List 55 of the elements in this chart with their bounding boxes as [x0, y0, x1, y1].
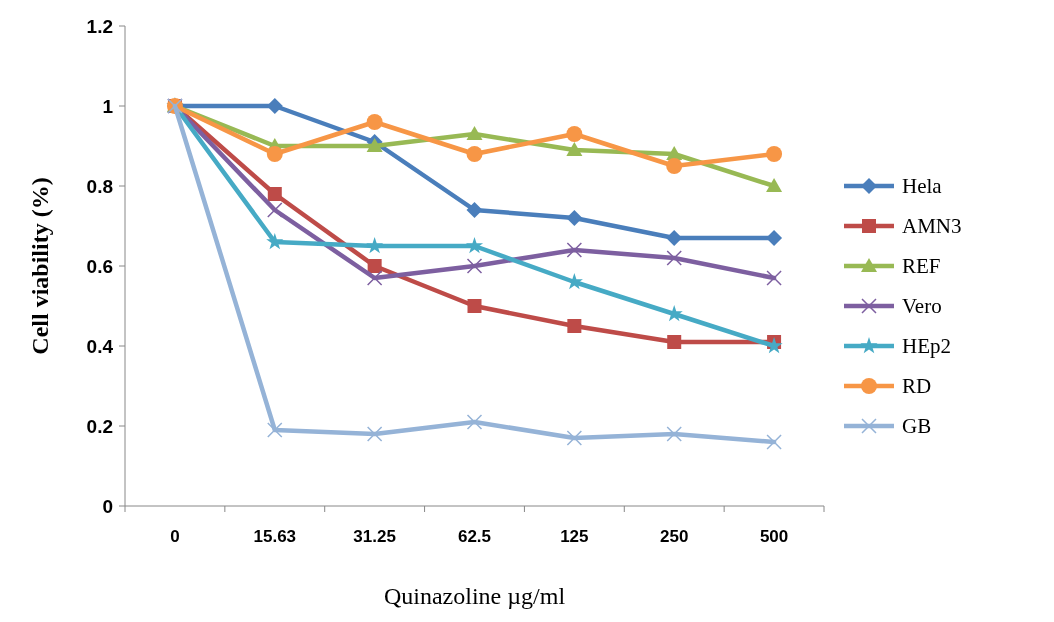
- y-tick-label: 1: [102, 95, 114, 117]
- point: [366, 114, 383, 130]
- point: [467, 299, 482, 313]
- point: [566, 142, 583, 156]
- legend-label: REF: [902, 254, 941, 279]
- y-tick-label: 0.2: [86, 415, 113, 437]
- point: [366, 138, 383, 152]
- point: [666, 158, 683, 174]
- point: [366, 237, 384, 254]
- point: [566, 126, 583, 142]
- legend-label: AMN3: [902, 214, 962, 239]
- point: [366, 270, 383, 286]
- point: [466, 146, 483, 162]
- legend-label: GB: [902, 414, 932, 439]
- y-axis-title: Cell viability (%): [27, 177, 53, 355]
- x-tick-label: 0: [170, 527, 180, 546]
- legend-label: Vero: [902, 294, 942, 319]
- point: [566, 210, 583, 226]
- point: [367, 259, 382, 273]
- point: [266, 146, 283, 162]
- point: [566, 242, 583, 258]
- point: [766, 230, 783, 246]
- point: [766, 178, 783, 192]
- x-tick-label: 31.25: [353, 527, 396, 546]
- y-tick-label: 0.8: [86, 175, 113, 197]
- x-tick-label: 125: [560, 527, 589, 546]
- x-tick-label: 250: [660, 527, 689, 546]
- y-tick-label: 0: [102, 495, 113, 517]
- point: [465, 237, 484, 254]
- legend-label: HEp2: [902, 334, 951, 359]
- point: [267, 422, 283, 438]
- point: [666, 426, 682, 442]
- legend-label: Hela: [902, 174, 943, 199]
- x-tick-label: 15.63: [253, 527, 297, 546]
- legend-label: RD: [902, 374, 932, 399]
- point: [566, 430, 583, 446]
- point: [366, 426, 383, 442]
- point: [266, 233, 284, 250]
- x-tick-label: 500: [759, 527, 789, 546]
- point: [766, 434, 782, 450]
- x-tick-label: 62.5: [457, 527, 492, 546]
- point: [466, 414, 483, 430]
- y-tick-label: 0.6: [86, 255, 113, 277]
- y-tick-label: 1.2: [86, 15, 113, 37]
- point: [666, 250, 682, 266]
- point: [567, 319, 582, 333]
- point: [667, 335, 682, 349]
- point: [766, 146, 783, 162]
- point: [466, 126, 483, 140]
- point: [466, 202, 483, 218]
- point: [267, 187, 282, 201]
- point: [766, 270, 782, 286]
- x-axis-title: Quinazoline µg/ml: [383, 583, 566, 609]
- point: [466, 258, 483, 274]
- y-tick-label: 0.4: [86, 335, 114, 357]
